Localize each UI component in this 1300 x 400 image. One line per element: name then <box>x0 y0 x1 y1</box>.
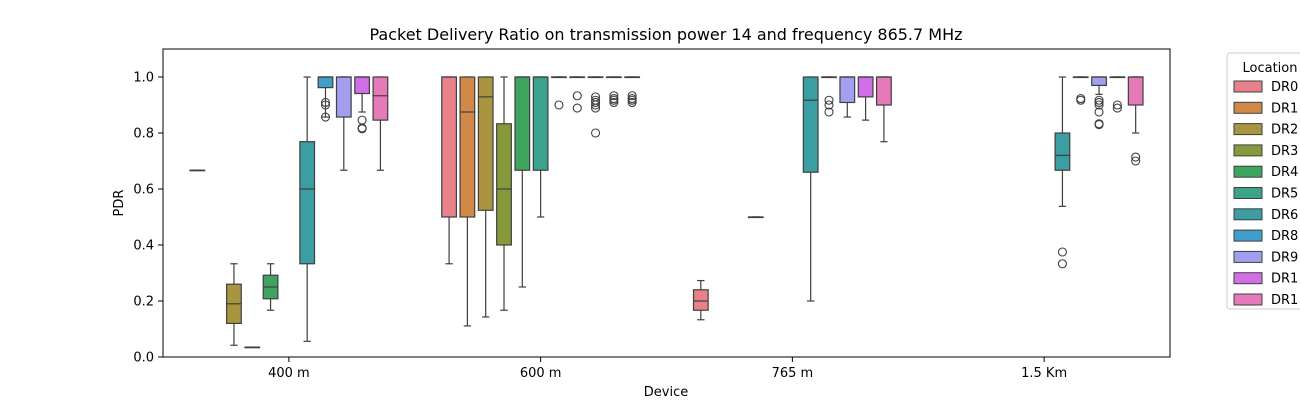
legend-swatch <box>1233 123 1263 136</box>
outlier-point <box>591 103 601 113</box>
legend-swatch <box>1233 165 1263 178</box>
box <box>496 123 512 246</box>
outlier-point <box>591 97 601 108</box>
legend-label: DR5 <box>1271 187 1298 202</box>
legend-label: DR1 <box>1271 272 1298 287</box>
outlier-point <box>1076 95 1086 105</box>
axes: 0.0 0.2 0.4 0.6 0.8 1.0 400 m 600 m 765 m 1.5 Km <box>133 48 1171 381</box>
outlier-point <box>1112 100 1122 110</box>
box <box>441 76 458 218</box>
outlier-point <box>357 115 367 125</box>
box <box>335 76 352 118</box>
outlier-point <box>627 91 637 101</box>
outlier-point <box>591 100 601 110</box>
y-tick-label: 1.0 <box>133 71 154 86</box>
legend-label: DR8 <box>1271 229 1298 244</box>
y-tick-label: 0.4 <box>133 239 154 254</box>
outlier-point <box>609 95 619 105</box>
x-tick-label: 765 m <box>772 366 814 381</box>
outlier-point <box>1131 156 1141 166</box>
box <box>802 76 819 173</box>
legend-swatch <box>1233 250 1263 263</box>
x-tick-label: 1.5 Km <box>1021 366 1067 381</box>
legend-frame <box>1226 52 1300 310</box>
box <box>299 141 316 265</box>
box <box>692 289 709 311</box>
plot-area <box>189 76 1144 349</box>
legend-swatch <box>1233 101 1263 114</box>
box <box>532 76 549 171</box>
box <box>875 76 892 106</box>
legend-label: DR3 <box>1271 144 1298 159</box>
x-tick-label: 400 m <box>268 366 310 381</box>
outlier-point <box>320 97 331 108</box>
box <box>459 76 476 218</box>
legend-label: DR6 <box>1271 208 1298 223</box>
outlier-point <box>1057 259 1067 269</box>
outlier-point <box>1094 100 1104 110</box>
box <box>839 76 856 104</box>
box <box>1091 76 1107 86</box>
legend-label: DR0 <box>1271 80 1298 95</box>
outlier-point <box>1131 152 1141 162</box>
outlier-point <box>320 112 331 122</box>
outlier-point <box>824 107 834 117</box>
outlier-point <box>1094 120 1104 130</box>
y-tick-label: 0.0 <box>133 351 154 366</box>
outlier-point <box>609 91 619 101</box>
outlier-point <box>554 100 564 110</box>
outlier-point <box>627 97 637 108</box>
chart-title: Packet Delivery Ratio on transmission po… <box>369 25 962 44</box>
legend-label: DR1 <box>1271 293 1298 308</box>
legend-label: DR1 <box>1271 101 1298 116</box>
box <box>477 76 494 211</box>
outlier-point <box>824 95 834 105</box>
outlier-point <box>1094 95 1104 105</box>
legend-swatch <box>1233 293 1263 306</box>
y-axis-label: PDR <box>112 190 127 217</box>
box <box>372 76 389 121</box>
outlier-point <box>357 124 367 134</box>
outlier-point <box>1094 97 1104 108</box>
legend-swatch <box>1233 272 1263 285</box>
legend-label: DR9 <box>1271 250 1298 265</box>
x-tick-label: 600 m <box>520 366 562 381</box>
box <box>354 76 371 95</box>
box <box>514 76 531 171</box>
outlier-point <box>1057 247 1067 257</box>
outlier-point <box>572 91 582 101</box>
outlier-point <box>1112 103 1122 113</box>
legend-swatch <box>1233 208 1263 221</box>
legend-label: DR4 <box>1271 165 1298 180</box>
y-tick-label: 0.8 <box>133 127 154 142</box>
y-tick-label: 0.2 <box>133 295 154 310</box>
legend: Location DR0 DR1 DR2 DR3 DR4 DR5 DR6 DR8 DR9 DR1 D… <box>1226 52 1300 310</box>
outlier-point <box>572 103 582 113</box>
outlier-point <box>824 100 834 110</box>
box <box>857 76 874 98</box>
outlier-point <box>609 97 619 108</box>
legend-swatch <box>1233 229 1263 242</box>
outlier-point <box>591 128 601 138</box>
legend-swatch <box>1233 187 1263 199</box>
box <box>1054 132 1071 171</box>
box <box>1127 76 1144 106</box>
legend-title: Location <box>1243 61 1298 76</box>
box <box>317 76 334 89</box>
legend-swatch <box>1233 80 1263 93</box>
outlier-point <box>320 100 331 110</box>
outlier-point <box>627 95 637 105</box>
plot-frame <box>162 48 1171 358</box>
outlier-point <box>1094 107 1104 117</box>
legend-swatch <box>1233 144 1263 157</box>
legend-label: DR2 <box>1271 123 1298 138</box>
y-tick-label: 0.6 <box>133 183 154 198</box>
x-axis-label: Device <box>644 385 688 400</box>
